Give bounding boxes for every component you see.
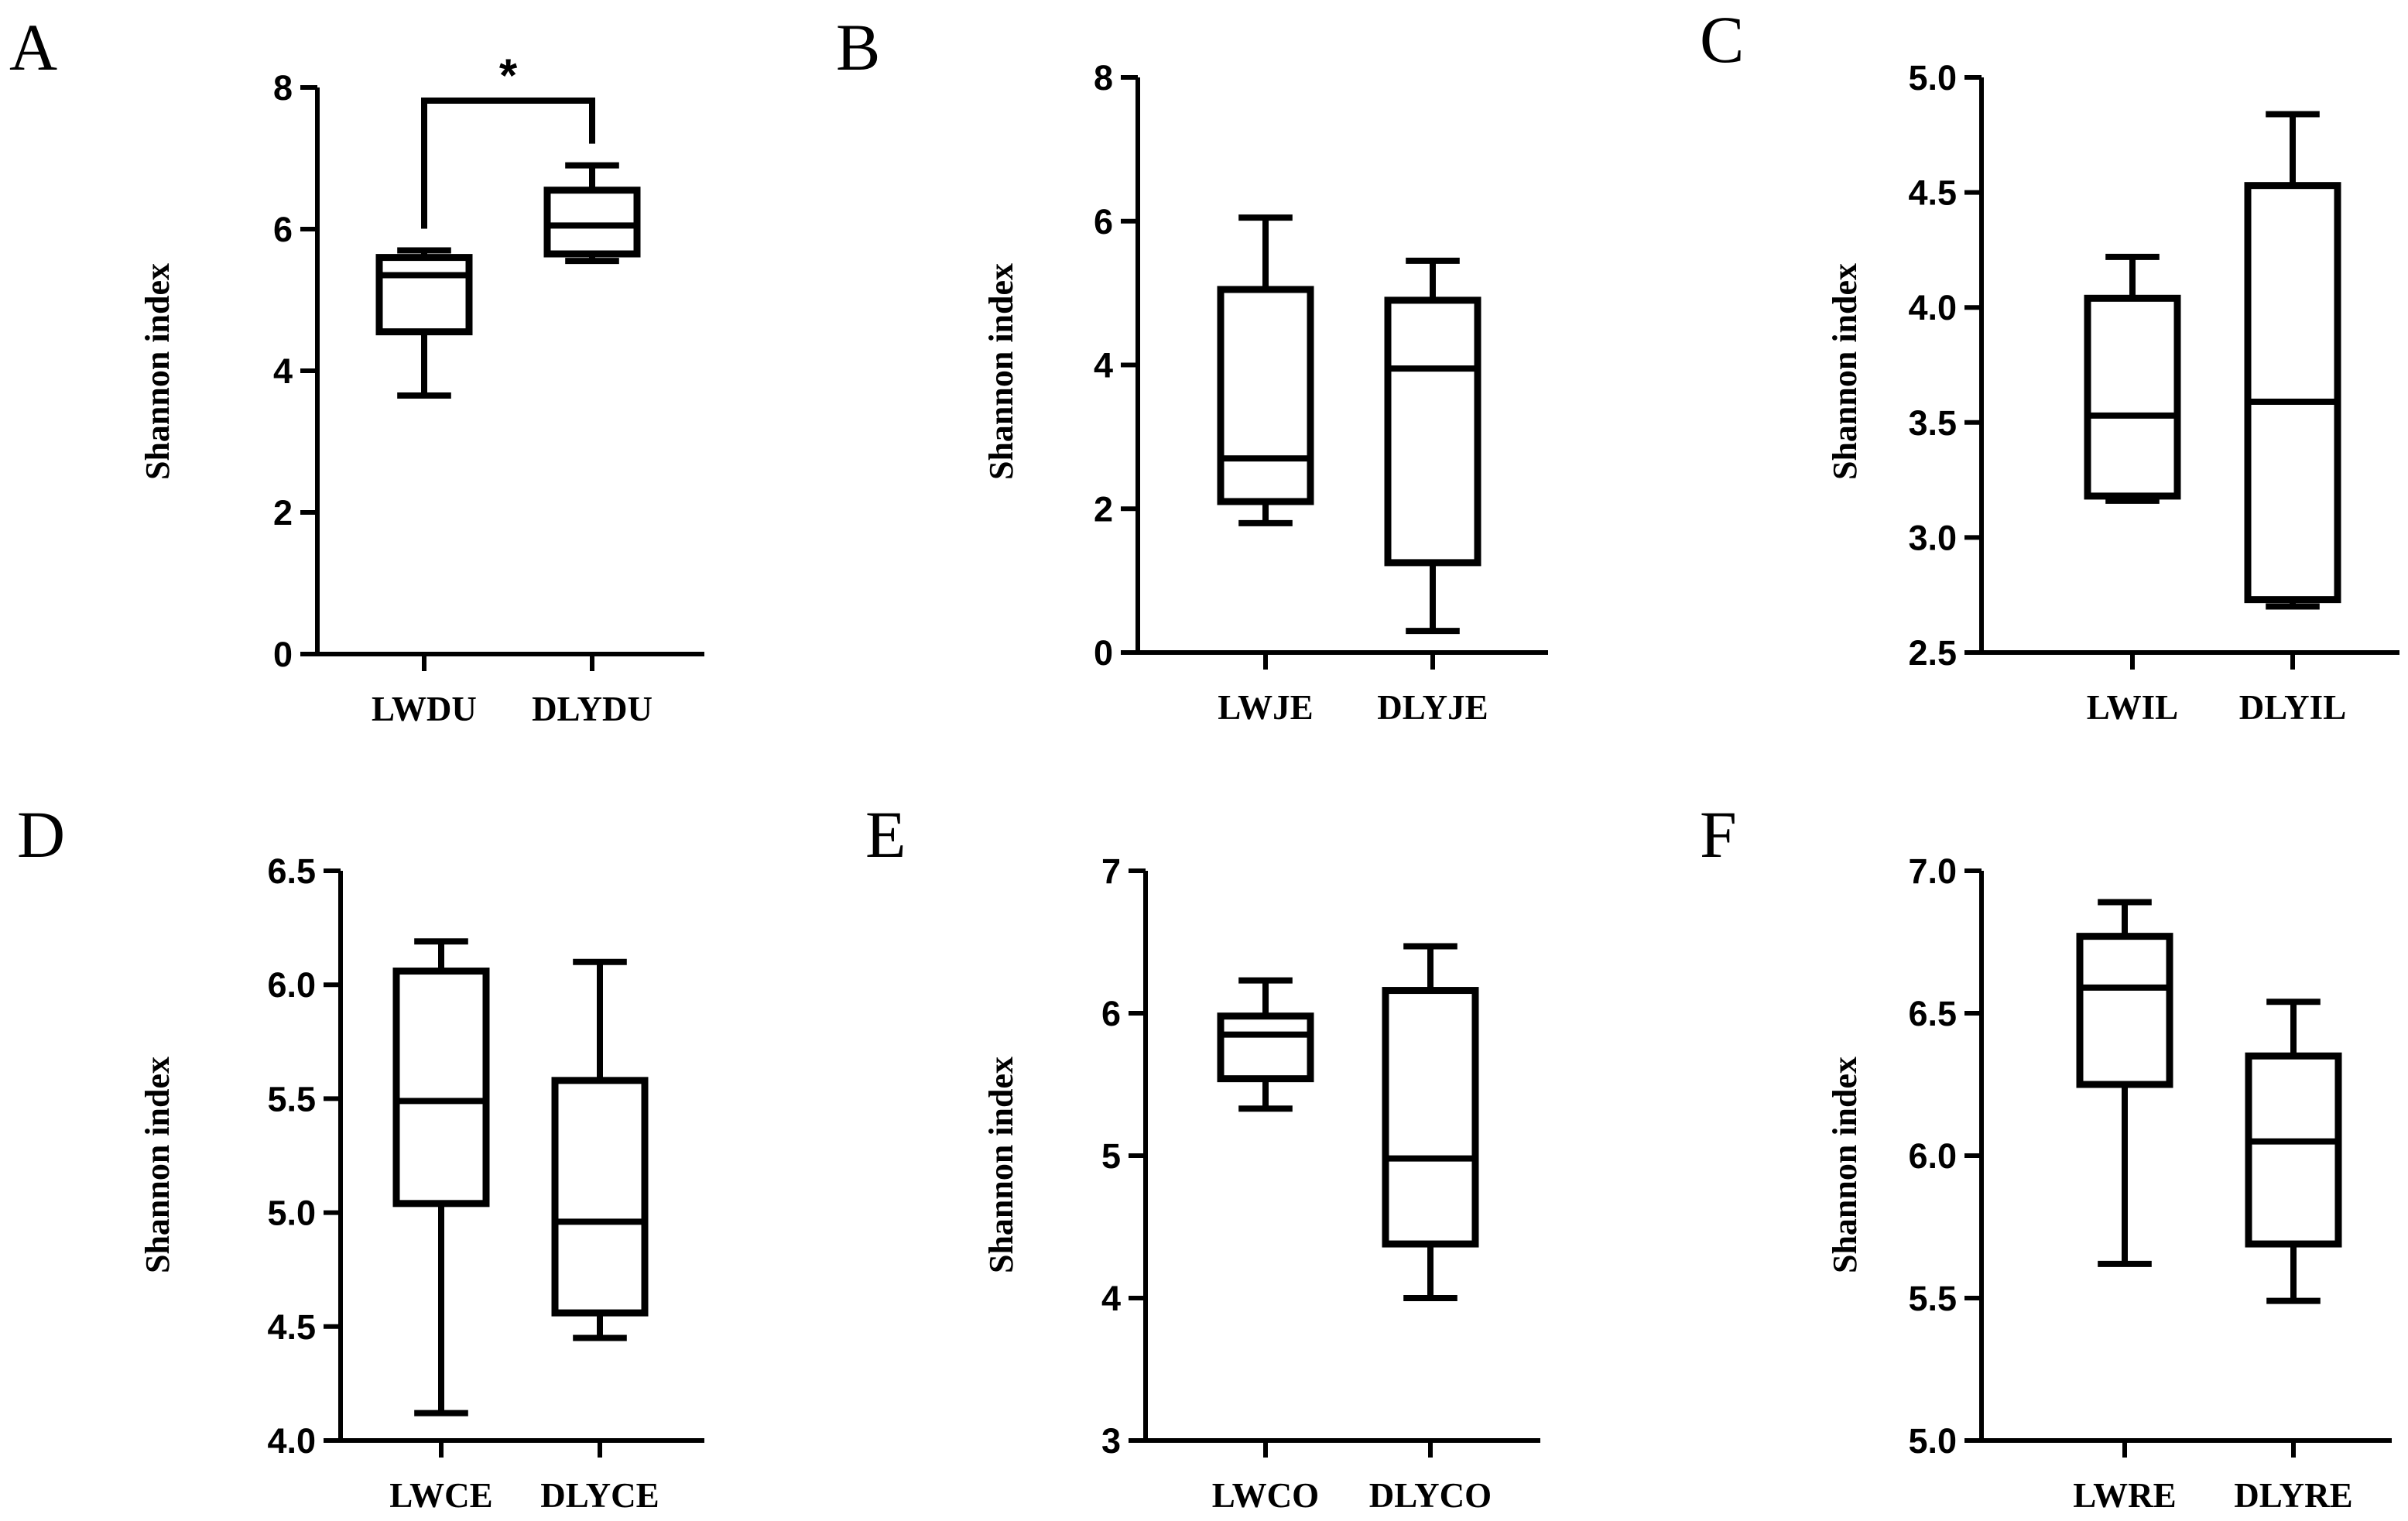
panel-letter: A [9,10,57,84]
significance-label: * [499,50,518,101]
panel-b: B Shannon index 0 2 4 6 8 LWJE DLYJE [836,10,1548,727]
panel-letter: B [836,10,880,84]
y-tick-label: 6 [1101,994,1121,1033]
box-dlyce [551,958,649,1341]
y-tick-label: 5.0 [1908,1421,1957,1461]
x-category-label: DLYCO [1369,1476,1492,1515]
y-tick-label: 2.5 [1908,633,1957,673]
iqr-box [551,1077,649,1317]
iqr-box [392,968,490,1208]
y-axis-label: Shannon index [982,263,1020,480]
y-tick-label: 2 [1094,489,1113,529]
iqr-box [1217,286,1314,505]
significance-bracket [421,98,595,229]
y-tick-label: 7 [1101,851,1121,891]
y-tick-label: 2 [273,493,293,533]
y-tick-label: 6.0 [267,965,316,1005]
y-tick-label: 6.5 [267,851,316,891]
y-tick-label: 5.5 [1908,1279,1957,1318]
panel-f: F Shannon index 5.0 5.5 6.0 6.5 7.0 LWRE DLYRE [1700,797,2392,1515]
box-lwje [1217,214,1314,526]
box-lwce [392,938,490,1417]
panel-d: D Shannon index 4.0 4.5 5.0 5.5 6.0 6.5 LWCE DLYC… [17,797,704,1515]
box-lwdu [375,247,473,399]
box-dlyco [1382,943,1479,1301]
x-category-label: LWIL [2087,688,2178,727]
iqr-box [2076,933,2173,1088]
x-category-label: LWCO [1212,1476,1319,1515]
y-axis-label: Shannon index [1826,263,1864,480]
y-tick-label: 8 [1094,58,1113,98]
x-category-label: DLYIL [2239,688,2346,727]
box-lwil [2084,253,2181,504]
y-tick-label: 4.5 [267,1307,316,1347]
x-category-label: DLYCE [540,1476,659,1515]
x-category-label: LWRE [2073,1476,2176,1515]
y-tick-label: 3 [1101,1421,1121,1461]
iqr-box [1382,987,1479,1248]
x-category-label: LWDU [372,690,477,728]
y-tick-label: 5 [1101,1136,1121,1176]
y-tick-label: 5.0 [267,1194,316,1233]
x-category-label: LWCE [389,1476,492,1515]
y-tick-label: 7.0 [1908,851,1957,891]
y-axis-label: Shannon index [139,263,176,480]
iqr-box [2244,182,2341,604]
y-tick-label: 4.5 [1908,173,1957,213]
y-tick-label: 0 [273,635,293,674]
y-tick-label: 4 [1094,346,1113,385]
panel-letter: D [17,797,65,872]
panel-letter: C [1700,2,1744,77]
y-tick-label: 4.0 [267,1421,316,1461]
y-tick-label: 5.0 [1908,58,1957,98]
panel-e: E Shannon index 3 4 5 6 7 LWCO DLYCO [865,797,1540,1515]
y-tick-label: 6 [273,210,293,249]
y-tick-label: 4 [1101,1279,1121,1318]
y-axis-label: Shannon index [139,1057,176,1273]
y-axis-label: Shannon index [982,1057,1020,1273]
iqr-box [1217,1012,1314,1083]
iqr-box [375,254,473,336]
box-dlyre [2245,999,2342,1304]
iqr-box [2084,294,2181,500]
iqr-box [543,187,641,258]
panel-c: C Shannon index 2.5 3.0 3.5 4.0 4.5 5.0 LWIL DLYI… [1700,2,2399,727]
x-category-label: DLYDU [532,690,653,728]
box-lwco [1217,977,1314,1112]
y-tick-label: 4.0 [1908,288,1957,327]
panel-a: A Shannon index 0 2 4 6 8 LWDU DLYDU * [9,10,704,728]
y-tick-label: 3.0 [1908,518,1957,557]
panel-letter: E [865,797,906,872]
y-tick-label: 6.5 [1908,994,1957,1033]
box-dlyje [1384,257,1481,635]
y-tick-label: 8 [273,68,293,108]
iqr-box [2245,1052,2342,1248]
box-dlydu [543,162,641,265]
y-tick-label: 6.0 [1908,1136,1957,1176]
panel-letter: F [1700,797,1737,872]
box-lwre [2076,899,2173,1267]
y-tick-label: 4 [273,351,293,391]
x-category-label: DLYJE [1377,688,1488,727]
iqr-box [1384,296,1481,567]
x-category-label: DLYRE [2234,1476,2352,1515]
y-tick-label: 5.5 [267,1079,316,1118]
y-axis-label: Shannon index [1826,1057,1864,1273]
y-tick-label: 0 [1094,633,1113,673]
y-tick-label: 3.5 [1908,403,1957,443]
x-category-label: LWJE [1218,688,1313,727]
y-tick-label: 6 [1094,202,1113,242]
box-dlyil [2244,111,2341,610]
